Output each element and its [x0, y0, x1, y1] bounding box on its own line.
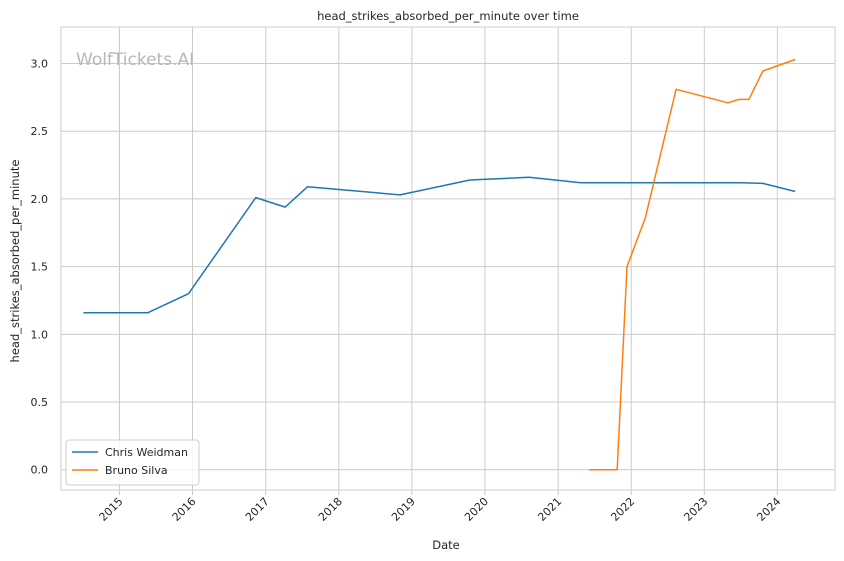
- x-axis-label: Date: [432, 538, 460, 552]
- series-lines: [83, 58, 796, 471]
- legend-label: Chris Weidman: [105, 446, 188, 459]
- series-line-1: [83, 176, 796, 314]
- y-tick-label: 1.5: [31, 261, 49, 274]
- y-axis-label: head_strikes_absorbed_per_minute: [8, 160, 22, 363]
- series-line-2: [589, 58, 796, 471]
- y-tick-label: 0.5: [31, 396, 49, 409]
- grid-lines: [61, 27, 835, 490]
- legend: Chris Weidman Bruno Silva: [65, 439, 200, 486]
- y-tick-label: 1.0: [31, 328, 49, 341]
- y-axis-ticks: 0.0 0.5 1.0 1.5 2.0 2.5 3.0: [31, 58, 49, 477]
- y-tick-label: 3.0: [31, 58, 49, 71]
- legend-label: Bruno Silva: [105, 464, 168, 477]
- watermark: WolfTickets.AI: [76, 50, 194, 70]
- y-tick-label: 0.0: [31, 464, 49, 477]
- legend-box: [65, 439, 200, 486]
- chart-title: head_strikes_absorbed_per_minute over ti…: [317, 9, 579, 23]
- y-tick-label: 2.0: [31, 193, 49, 206]
- y-tick-label: 2.5: [31, 125, 49, 138]
- plot-area: [60, 26, 836, 491]
